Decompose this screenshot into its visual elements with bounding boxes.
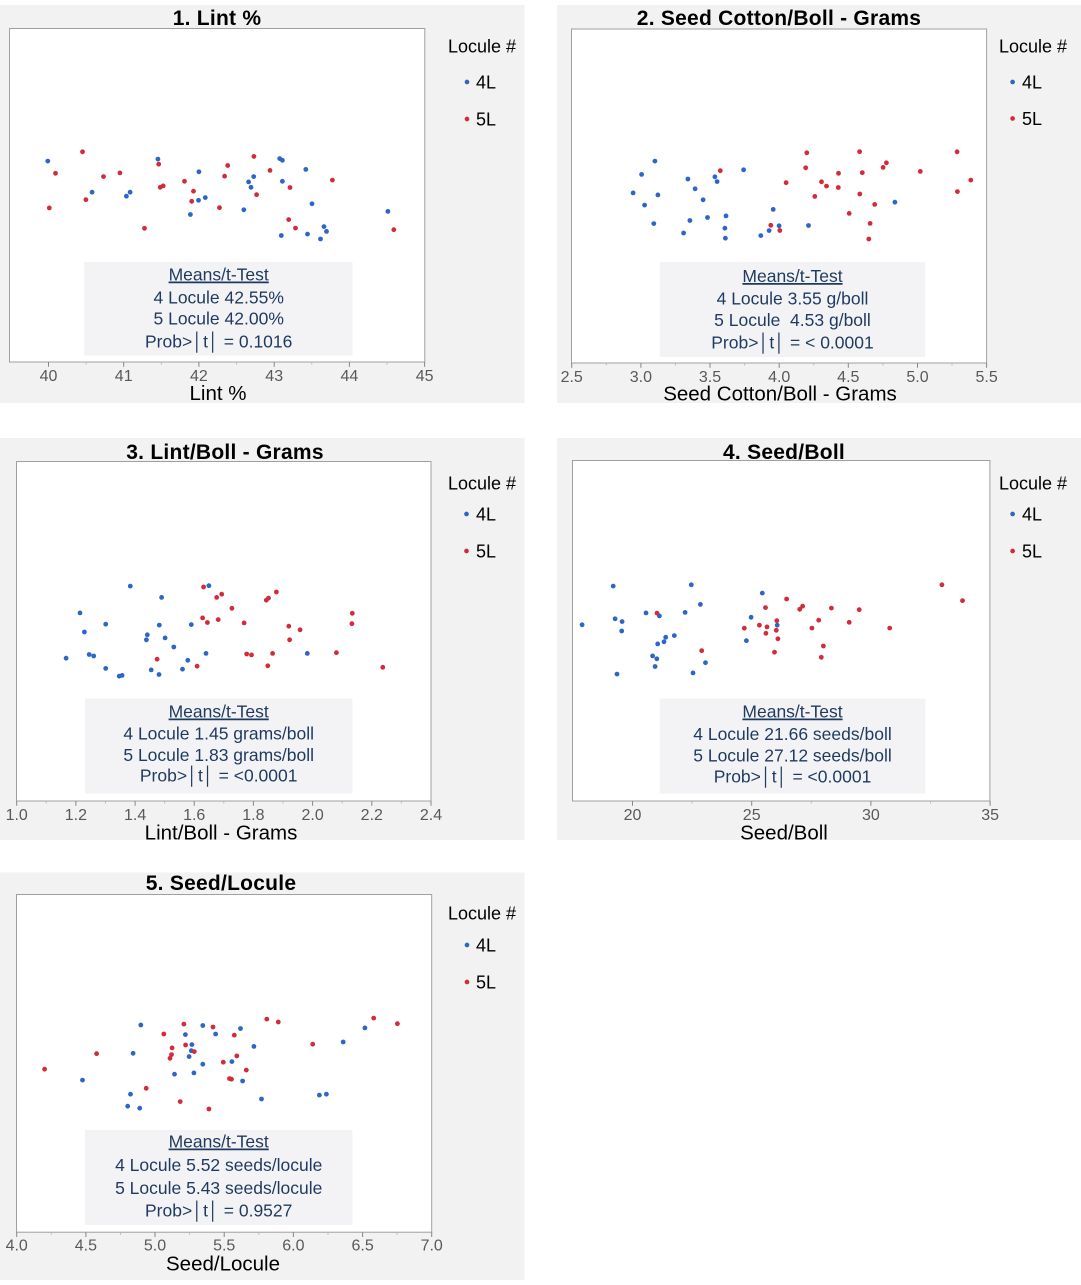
svg-text:5.0: 5.0 (144, 1238, 166, 1255)
svg-text:4.5: 4.5 (75, 1238, 97, 1255)
svg-text:6.5: 6.5 (351, 1238, 373, 1255)
svg-text:1.4: 1.4 (124, 807, 146, 824)
svg-text:5.5: 5.5 (213, 1238, 235, 1255)
svg-text:Locule #: Locule # (999, 37, 1067, 57)
svg-text:40: 40 (40, 368, 58, 385)
svg-text:45: 45 (416, 368, 434, 385)
svg-text:41: 41 (115, 368, 133, 385)
svg-text:Means/t-Test: Means/t-Test (169, 265, 269, 285)
svg-text:5L: 5L (476, 110, 496, 130)
svg-text:5.5: 5.5 (975, 369, 997, 386)
svg-text:35: 35 (981, 807, 999, 824)
svg-text:1. Lint %: 1. Lint % (173, 7, 262, 30)
svg-text:4 Locule 1.45 grams/boll: 4 Locule 1.45 grams/boll (123, 724, 314, 744)
svg-text:Locule #: Locule # (999, 474, 1067, 494)
svg-text:2.5: 2.5 (561, 369, 583, 386)
svg-text:4.5: 4.5 (837, 369, 859, 386)
svg-text:2.2: 2.2 (361, 807, 383, 824)
svg-text:5 Locule 42.00%: 5 Locule 42.00% (154, 309, 284, 329)
svg-text:Prob>│t│ = <0.0001: Prob>│t│ = <0.0001 (714, 767, 872, 789)
svg-text:4.0: 4.0 (6, 1238, 28, 1255)
svg-text:4 Locule 5.52 seeds/locule: 4 Locule 5.52 seeds/locule (115, 1155, 322, 1175)
svg-text:4 Locule 42.55%: 4 Locule 42.55% (154, 288, 284, 308)
svg-text:44: 44 (341, 368, 359, 385)
svg-text:4L: 4L (476, 936, 496, 956)
svg-text:2.0: 2.0 (301, 807, 323, 824)
svg-text:Prob>│t│ = 0.9527: Prob>│t│ = 0.9527 (145, 1201, 292, 1223)
svg-text:Seed/Locule: Seed/Locule (166, 1253, 280, 1276)
svg-text:4.0: 4.0 (768, 369, 790, 386)
svg-text:4L: 4L (476, 505, 496, 525)
svg-text:4L: 4L (1022, 505, 1042, 525)
svg-text:1.0: 1.0 (6, 807, 28, 824)
svg-text:43: 43 (265, 368, 283, 385)
svg-text:5 Locule 1.83 grams/boll: 5 Locule 1.83 grams/boll (123, 745, 314, 765)
svg-text:4 Locule 3.55 g/boll: 4 Locule 3.55 g/boll (717, 289, 869, 309)
svg-text:1.2: 1.2 (65, 807, 87, 824)
svg-text:3.0: 3.0 (630, 369, 652, 386)
svg-text:4L: 4L (1022, 73, 1042, 93)
svg-text:Prob>│t│ = 0.1016: Prob>│t│ = 0.1016 (145, 332, 292, 354)
svg-text:Means/t-Test: Means/t-Test (742, 266, 842, 286)
svg-text:1.6: 1.6 (183, 807, 205, 824)
svg-text:5. Seed/Locule: 5. Seed/Locule (146, 872, 297, 895)
svg-text:Locule #: Locule # (448, 474, 516, 494)
svg-text:2. Seed Cotton/Boll - Grams: 2. Seed Cotton/Boll - Grams (637, 7, 921, 30)
svg-text:3. Lint/Boll - Grams: 3. Lint/Boll - Grams (126, 441, 324, 464)
svg-text:5 Locule 4.53 g/boll: 5 Locule 4.53 g/boll (714, 310, 871, 330)
svg-text:42: 42 (190, 368, 208, 385)
svg-text:30: 30 (862, 807, 880, 824)
svg-text:5L: 5L (476, 973, 496, 993)
svg-text:Seed Cotton/Boll - Grams: Seed Cotton/Boll - Grams (663, 383, 897, 406)
svg-text:2.4: 2.4 (420, 807, 442, 824)
svg-text:Lint/Boll - Grams: Lint/Boll - Grams (145, 822, 298, 845)
svg-text:1.8: 1.8 (242, 807, 264, 824)
svg-text:3.5: 3.5 (699, 369, 721, 386)
svg-text:4. Seed/Boll: 4. Seed/Boll (723, 441, 845, 464)
svg-text:Lint %: Lint % (190, 382, 247, 405)
svg-text:6.0: 6.0 (282, 1238, 304, 1255)
svg-text:5 Locule 5.43 seeds/locule: 5 Locule 5.43 seeds/locule (115, 1178, 322, 1198)
svg-text:Means/t-Test: Means/t-Test (169, 1132, 269, 1152)
svg-text:7.0: 7.0 (421, 1238, 443, 1255)
svg-text:Prob>│t│ = < 0.0001: Prob>│t│ = < 0.0001 (711, 333, 873, 355)
svg-text:Means/t-Test: Means/t-Test (742, 702, 842, 722)
svg-text:5L: 5L (1022, 109, 1042, 129)
svg-text:Seed/Boll: Seed/Boll (740, 822, 828, 845)
svg-text:Means/t-Test: Means/t-Test (169, 702, 269, 722)
svg-text:Locule #: Locule # (448, 37, 516, 57)
svg-text:4L: 4L (476, 73, 496, 93)
svg-text:5 Locule 27.12 seeds/boll: 5 Locule 27.12 seeds/boll (693, 746, 891, 766)
svg-text:5.0: 5.0 (906, 369, 928, 386)
svg-text:Locule #: Locule # (448, 904, 516, 924)
svg-text:5L: 5L (1022, 542, 1042, 562)
svg-text:25: 25 (743, 807, 761, 824)
svg-text:Prob>│t│ = <0.0001: Prob>│t│ = <0.0001 (140, 766, 298, 788)
svg-text:20: 20 (624, 807, 642, 824)
svg-text:4 Locule 21.66 seeds/boll: 4 Locule 21.66 seeds/boll (693, 724, 891, 744)
svg-text:5L: 5L (476, 542, 496, 562)
